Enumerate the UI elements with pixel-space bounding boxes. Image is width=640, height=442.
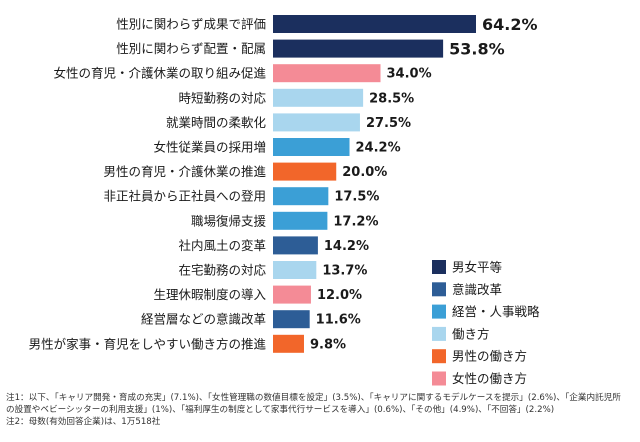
legend-label: 働き方 (452, 326, 490, 341)
data-label: 34.0% (387, 67, 432, 82)
data-label: 17.5% (334, 190, 379, 205)
category-label: 社内風土の変革 (178, 238, 266, 253)
footnotes: 注1：以下、「キャリア開発・育成の充実」(7.1%)、「女性管理職の数値目標を設… (6, 392, 636, 428)
category-label: 職場復帰支援 (191, 213, 267, 228)
data-label: 12.0% (317, 288, 362, 303)
bar (273, 236, 318, 255)
legend-swatch (432, 304, 446, 319)
data-label: 24.2% (356, 141, 401, 156)
footnote-line: 注2：母数(有効回答企業)は、1万518社 (6, 417, 161, 427)
bar (273, 285, 311, 304)
category-label: 男性が家事・育児をしやすい働き方の推進 (29, 336, 267, 351)
bar (273, 138, 350, 156)
bar (273, 15, 476, 33)
category-label: 在宅勤務の対応 (178, 263, 266, 278)
data-label: 11.6% (316, 313, 361, 328)
category-label: 男性の育児・介護休業の推進 (103, 164, 266, 179)
bar-chart: 性別に関わらず成果で評価 64.2% 性別に関わらず配置・配属 53.8% 女性の育児・… (29, 15, 540, 386)
category-label: 生理休暇制度の導入 (153, 287, 266, 302)
data-label: 14.2% (324, 239, 369, 254)
legend-label: 女性の働き方 (452, 371, 527, 386)
bar (273, 64, 381, 83)
data-label: 17.2% (333, 214, 378, 229)
bars-layer: 性別に関わらず成果で評価 64.2% 性別に関わらず配置・配属 53.8% 女性の育児・… (29, 15, 538, 353)
category-label: 性別に関わらず配置・配属 (116, 41, 266, 56)
legend-swatch (432, 282, 446, 297)
category-label: 性別に関わらず成果で評価 (116, 17, 266, 32)
data-label: 64.2% (482, 15, 538, 34)
bar (273, 162, 337, 181)
legend-swatch (432, 260, 446, 274)
category-label: 女性の育児・介護休業の取り組み促進 (53, 66, 266, 81)
data-label: 53.8% (449, 40, 505, 59)
category-label: 非正社員から正社員への登用 (103, 189, 266, 204)
bar (273, 113, 360, 132)
footnote-line: の設置やベビーシッターの利用支援」(1%)、「福利厚生の制度として家事代行サービ… (6, 405, 555, 415)
legend-swatch (432, 371, 446, 386)
legend-label: 男性の働き方 (452, 349, 527, 364)
data-label: 27.5% (366, 116, 411, 131)
bar (273, 39, 444, 58)
data-label: 13.7% (322, 264, 367, 279)
legend-swatch (432, 349, 446, 364)
category-label: 経営層などの意識改革 (141, 312, 266, 327)
bar (273, 334, 304, 353)
bar (273, 261, 317, 279)
bar (273, 211, 328, 230)
category-label: 就業時間の柔軟化 (166, 115, 267, 130)
category-label: 時短勤務の対応 (178, 90, 266, 105)
legend-label: 意識改革 (452, 282, 502, 297)
category-label: 女性従業員の採用増 (153, 140, 266, 155)
data-label: 20.0% (342, 165, 387, 180)
bar (273, 310, 310, 329)
footnote-line: 注1：以下、「キャリア開発・育成の充実」(7.1%)、「女性管理職の数値目標を設… (6, 393, 621, 403)
bar (273, 187, 329, 206)
legend-label: 経営・人事戦略 (452, 304, 540, 319)
data-label: 9.8% (310, 337, 346, 352)
legend-swatch (432, 326, 446, 341)
bar (273, 88, 364, 107)
data-label: 28.5% (369, 91, 414, 106)
legend-label: 男女平等 (452, 260, 502, 275)
